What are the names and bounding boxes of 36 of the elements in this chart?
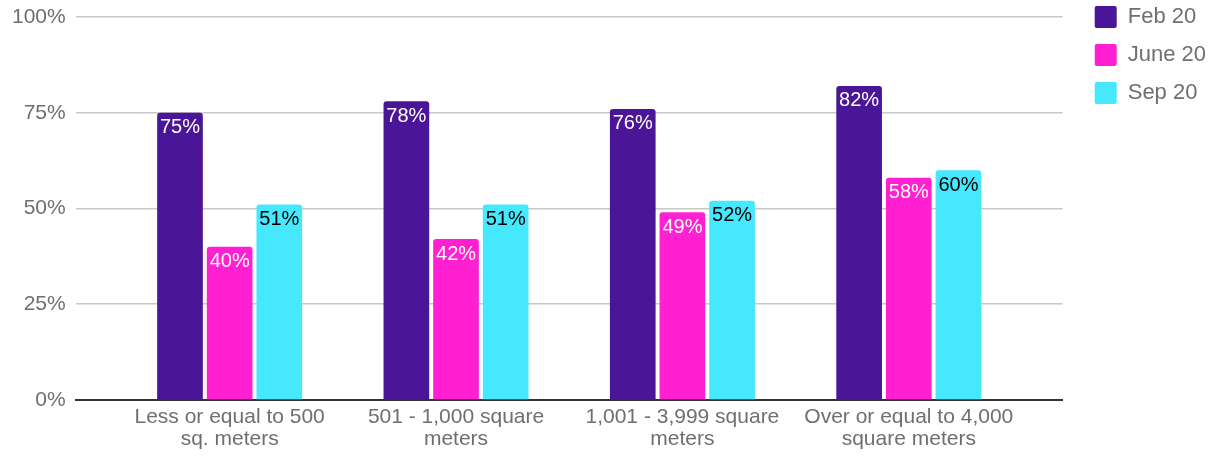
bar: [659, 212, 706, 400]
bar: [482, 204, 529, 400]
bar: [935, 170, 982, 400]
data-label: 51%: [485, 207, 526, 230]
data-label: 51%: [259, 207, 300, 230]
bar: [383, 101, 430, 400]
data-label: 52%: [712, 203, 753, 226]
data-label: 40%: [209, 249, 250, 272]
x-tick-label: Over or equal to 4,000 square meters: [804, 403, 1014, 449]
x-tick-label: 1,001 - 3,999 square meters: [585, 403, 780, 449]
legend-label: June 20: [1127, 41, 1207, 67]
y-tick-label: 25%: [23, 290, 66, 314]
bar: [709, 200, 755, 400]
data-label: 58%: [888, 180, 930, 203]
legend-label: Sep 20: [1127, 79, 1198, 105]
data-label: 78%: [386, 103, 427, 126]
y-tick-label: 50%: [23, 195, 66, 219]
bar: [157, 112, 203, 400]
data-label: 42%: [436, 241, 477, 264]
y-tick-label: 100%: [11, 3, 66, 27]
x-tick-label: Less or equal to 500 sq. meters: [134, 403, 325, 449]
bar: [836, 85, 882, 400]
legend-label: Feb 20: [1127, 3, 1197, 29]
bar: [609, 108, 656, 400]
bar: [256, 204, 303, 400]
data-label: 49%: [662, 214, 703, 237]
y-tick-label: 0%: [35, 386, 66, 410]
bar: [433, 239, 479, 400]
bar: [885, 177, 932, 400]
bar: [206, 246, 253, 400]
data-label: 76%: [612, 111, 653, 134]
y-tick-label: 75%: [23, 99, 66, 123]
x-tick-label: 501 - 1,000 square meters: [367, 403, 545, 449]
data-label: 82%: [839, 88, 880, 111]
data-label: 75%: [159, 115, 201, 138]
data-label: 60%: [938, 172, 979, 195]
